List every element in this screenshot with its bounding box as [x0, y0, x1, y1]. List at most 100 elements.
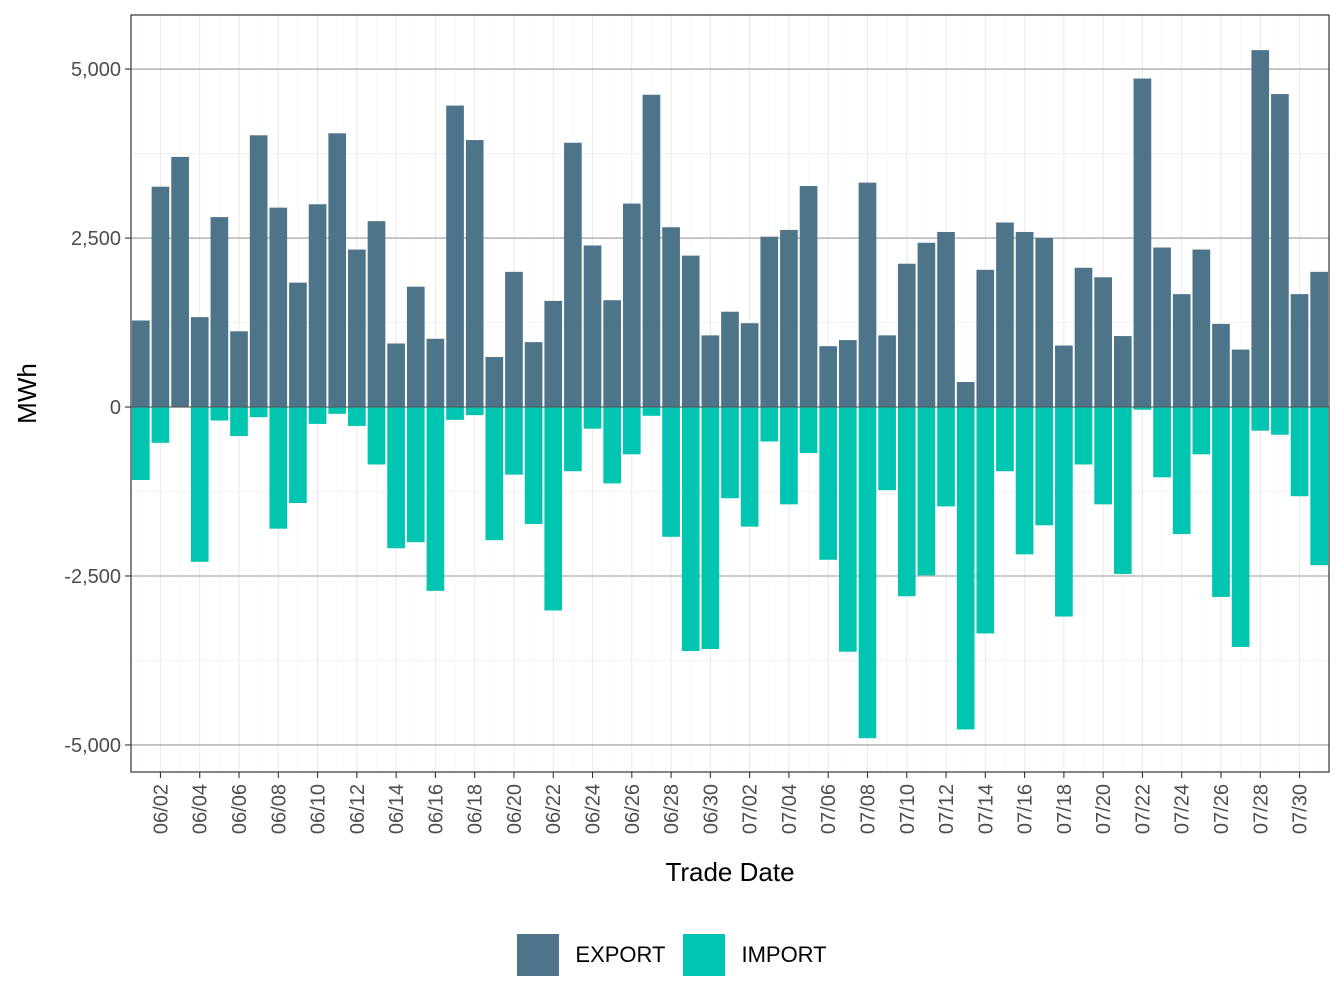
bar-import: [230, 407, 248, 437]
x-tick-label: 06/08: [268, 784, 290, 834]
bar-import: [780, 407, 798, 505]
bar-import: [603, 407, 622, 484]
bar-export: [701, 335, 720, 408]
bar-import: [897, 407, 916, 597]
x-tick-label: 06/28: [661, 784, 683, 834]
legend-item-export: EXPORT: [517, 934, 665, 976]
x-tick-label: 07/04: [779, 784, 801, 834]
bar-export: [1055, 345, 1073, 408]
bar-export: [858, 182, 877, 408]
legend-label-export: EXPORT: [575, 942, 666, 967]
x-tick-label: 07/30: [1290, 784, 1312, 834]
bar-export: [642, 94, 661, 408]
bar-export: [544, 300, 563, 408]
bar-export: [1192, 249, 1211, 408]
bar-export: [249, 135, 268, 408]
x-tick-label: 07/16: [1015, 784, 1037, 834]
bar-import: [1192, 407, 1211, 455]
bar-import: [760, 407, 779, 442]
bar-export: [131, 320, 150, 408]
bar-export: [956, 382, 975, 408]
bar-export: [328, 133, 347, 408]
bar-import: [406, 407, 425, 543]
bar-export: [1271, 94, 1289, 408]
bar-export: [740, 323, 759, 408]
bar-export: [1113, 336, 1132, 408]
bar-export: [799, 186, 818, 408]
bar-export: [819, 346, 838, 408]
bar-import: [878, 407, 896, 491]
bar-export: [780, 229, 798, 408]
bar-import: [1055, 407, 1073, 617]
bar-import: [446, 407, 464, 420]
bar-import: [1074, 407, 1093, 465]
bar-export: [1172, 294, 1191, 408]
x-tick-label: 06/18: [465, 784, 487, 834]
bar-export: [564, 142, 582, 408]
bar-import: [1251, 407, 1270, 431]
x-tick-label: 07/26: [1211, 784, 1233, 834]
x-tick-label: 07/10: [897, 784, 919, 834]
bar-import: [426, 407, 445, 591]
x-tick-label: 07/14: [975, 784, 997, 834]
bar-import: [1310, 407, 1329, 566]
x-tick-label: 07/18: [1054, 784, 1076, 834]
bar-import: [622, 407, 641, 455]
bar-import: [1094, 407, 1112, 505]
legend-item-import: IMPORT: [683, 934, 827, 976]
bar-import: [249, 407, 268, 418]
x-tick-label: 06/12: [347, 784, 369, 834]
x-tick-label: 06/06: [229, 784, 251, 834]
x-axis-title: Trade Date: [665, 857, 794, 887]
legend-label-import: IMPORT: [741, 942, 827, 967]
y-axis: -5,000 -2,500 0 2,500 5,000: [64, 59, 131, 757]
bar-import: [1212, 407, 1230, 597]
bar-export: [662, 227, 680, 408]
bar-export: [1133, 78, 1152, 408]
bar-import: [1290, 407, 1309, 497]
x-tick-label: 07/28: [1250, 784, 1272, 834]
bar-import: [328, 407, 347, 414]
bar-import: [799, 407, 818, 453]
bar-import: [289, 407, 307, 503]
bar-export: [721, 311, 739, 408]
bar-import: [1113, 407, 1132, 574]
bar-export: [367, 221, 386, 408]
bar-export: [1231, 349, 1250, 408]
bar-export: [897, 263, 916, 408]
y-tick-label: 0: [110, 397, 121, 419]
bar-export: [446, 105, 464, 408]
bar-export: [838, 340, 857, 408]
bar-import: [544, 407, 563, 611]
bar-import: [662, 407, 680, 537]
bar-import: [485, 407, 504, 541]
bar-import: [505, 407, 523, 475]
x-tick-label: 06/14: [386, 784, 408, 834]
x-axis: 06/02 06/04 06/06 06/08 06/10 06/12 06/14 06/16…: [150, 772, 1312, 834]
legend-swatch-import: [683, 934, 726, 976]
bar-export: [603, 300, 622, 408]
bar-import: [937, 407, 955, 507]
bar-export: [210, 217, 229, 408]
bar-import: [1035, 407, 1054, 526]
bar-import: [210, 407, 229, 421]
y-tick-label: -5,000: [64, 735, 121, 757]
bar-import: [740, 407, 759, 527]
bar-import: [917, 407, 936, 576]
bar-export: [622, 203, 641, 408]
bar-import: [701, 407, 720, 649]
bar-export: [1310, 271, 1329, 408]
bar-export: [917, 242, 936, 408]
bar-import: [819, 407, 838, 560]
bar-import: [131, 407, 150, 481]
bar-export: [190, 317, 209, 408]
bar-import: [583, 407, 602, 429]
bar-import: [681, 407, 700, 652]
x-tick-label: 07/22: [1132, 784, 1154, 834]
x-tick-label: 06/30: [700, 784, 722, 834]
bar-export: [524, 342, 543, 408]
bar-import: [721, 407, 739, 499]
bar-export: [289, 282, 307, 408]
bar-export: [1153, 247, 1171, 408]
bar-import: [1231, 407, 1250, 647]
